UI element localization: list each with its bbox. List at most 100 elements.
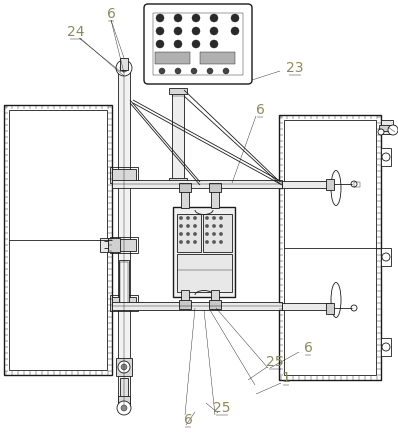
Circle shape <box>212 224 216 228</box>
Text: 24: 24 <box>67 25 85 39</box>
Circle shape <box>179 240 183 244</box>
Circle shape <box>205 224 209 228</box>
Bar <box>203 214 232 252</box>
Bar <box>112 297 136 309</box>
Circle shape <box>121 364 127 370</box>
Circle shape <box>205 240 209 244</box>
Bar <box>354 182 360 187</box>
Bar <box>284 120 376 375</box>
Bar <box>209 300 221 309</box>
Bar <box>326 303 334 314</box>
Bar <box>326 179 334 190</box>
Ellipse shape <box>331 171 341 205</box>
Circle shape <box>205 216 209 220</box>
Bar <box>179 300 191 309</box>
Circle shape <box>118 361 130 373</box>
Circle shape <box>174 27 182 35</box>
Circle shape <box>193 240 197 244</box>
Circle shape <box>210 14 218 22</box>
Circle shape <box>219 216 223 220</box>
Text: 6: 6 <box>256 103 264 117</box>
Bar <box>177 214 201 252</box>
Text: 25: 25 <box>213 401 231 415</box>
Circle shape <box>159 68 165 74</box>
Circle shape <box>179 232 183 236</box>
Circle shape <box>382 153 390 161</box>
Circle shape <box>175 68 181 74</box>
Circle shape <box>207 68 213 74</box>
Bar <box>282 303 332 310</box>
Circle shape <box>192 14 200 22</box>
Circle shape <box>121 405 127 411</box>
Bar <box>120 58 128 70</box>
Text: 6: 6 <box>107 7 115 21</box>
Circle shape <box>174 40 182 48</box>
Bar <box>100 238 108 252</box>
Bar <box>116 358 132 376</box>
Circle shape <box>382 253 390 261</box>
Circle shape <box>231 27 239 35</box>
Bar <box>110 295 138 311</box>
Circle shape <box>156 40 164 48</box>
Circle shape <box>212 240 216 244</box>
Circle shape <box>156 27 164 35</box>
Bar <box>169 178 187 184</box>
Circle shape <box>192 40 200 48</box>
Bar <box>211 290 219 308</box>
Circle shape <box>117 401 131 415</box>
Circle shape <box>191 68 197 74</box>
Ellipse shape <box>331 282 341 318</box>
Text: 25: 25 <box>266 355 284 369</box>
Bar <box>120 378 128 398</box>
Bar <box>211 190 219 208</box>
Circle shape <box>205 232 209 236</box>
Bar <box>112 180 282 188</box>
Circle shape <box>156 14 164 22</box>
Circle shape <box>212 216 216 220</box>
Circle shape <box>210 40 218 48</box>
Bar <box>200 52 235 64</box>
Bar <box>110 167 138 183</box>
Bar <box>179 183 191 192</box>
Circle shape <box>378 129 384 135</box>
Circle shape <box>219 240 223 244</box>
Circle shape <box>351 181 357 187</box>
Bar <box>279 115 381 380</box>
Circle shape <box>186 216 190 220</box>
Circle shape <box>186 240 190 244</box>
Text: 23: 23 <box>286 61 304 75</box>
Bar <box>381 248 391 266</box>
Bar <box>112 302 282 310</box>
Bar <box>379 125 395 131</box>
Bar <box>9 110 107 370</box>
Circle shape <box>219 224 223 228</box>
Bar <box>381 148 391 166</box>
Circle shape <box>116 60 132 76</box>
Bar <box>112 169 136 181</box>
Text: 1: 1 <box>281 371 291 385</box>
Bar <box>155 52 190 64</box>
Circle shape <box>212 232 216 236</box>
Bar <box>173 207 235 297</box>
Circle shape <box>179 224 183 228</box>
Circle shape <box>231 14 239 22</box>
Bar <box>181 290 189 308</box>
Text: 6: 6 <box>183 413 193 427</box>
Circle shape <box>223 68 229 74</box>
Bar <box>118 70 130 405</box>
Circle shape <box>186 232 190 236</box>
Bar <box>381 338 391 356</box>
Circle shape <box>219 232 223 236</box>
Bar <box>118 396 130 408</box>
Text: 6: 6 <box>304 341 312 355</box>
Circle shape <box>174 14 182 22</box>
Bar <box>172 90 184 180</box>
Bar <box>169 88 187 94</box>
Circle shape <box>120 64 128 72</box>
Bar <box>110 237 138 253</box>
Bar <box>112 239 136 251</box>
Circle shape <box>193 232 197 236</box>
Circle shape <box>192 27 200 35</box>
Circle shape <box>193 224 197 228</box>
FancyBboxPatch shape <box>144 4 252 84</box>
